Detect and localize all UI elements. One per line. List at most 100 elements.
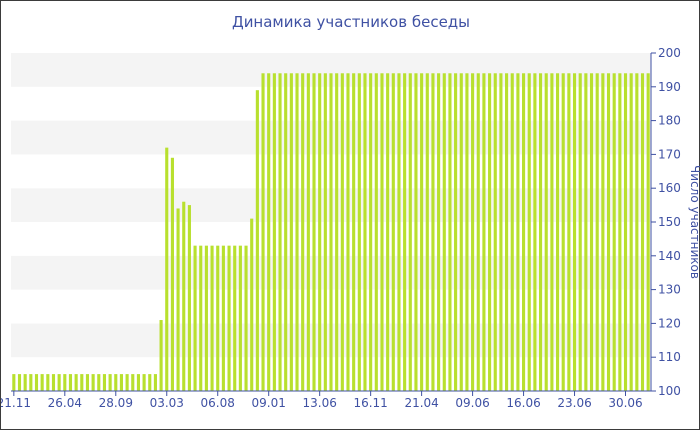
bar	[312, 73, 316, 391]
bar	[284, 73, 288, 391]
bar	[374, 73, 378, 391]
bar	[108, 374, 112, 391]
bar	[340, 73, 344, 391]
bar	[431, 73, 435, 391]
y-tick-label: 160	[658, 181, 681, 195]
x-tick-label: 28.09	[99, 396, 133, 410]
bar	[125, 374, 129, 391]
y-ticks: 100 110 120 130 140 150 160 170 180 190 200	[651, 46, 681, 398]
bar	[216, 245, 220, 391]
bar	[437, 73, 441, 391]
bar	[176, 208, 180, 391]
bar	[572, 73, 577, 391]
bar	[63, 374, 67, 391]
x-tick-label: 16.11	[353, 396, 387, 410]
y-axis-label: Число участников	[688, 165, 700, 279]
x-tick-label: 06.08	[201, 396, 235, 410]
bar	[420, 73, 424, 391]
bar	[278, 73, 282, 391]
bar	[623, 73, 628, 391]
bar	[187, 205, 191, 391]
bar	[91, 374, 95, 391]
bar	[159, 320, 163, 391]
bar	[612, 73, 616, 391]
bar	[34, 374, 39, 391]
bar	[505, 73, 509, 391]
bar	[301, 73, 305, 391]
bar	[199, 245, 203, 391]
bar	[425, 73, 429, 391]
bar	[516, 73, 520, 391]
bar	[114, 374, 118, 391]
x-tick-label: 16.06	[506, 396, 540, 410]
bar	[476, 73, 480, 391]
y-tick-label: 100	[658, 384, 681, 398]
bar	[193, 245, 197, 391]
bar	[601, 73, 605, 391]
bar	[459, 73, 463, 391]
bar	[148, 374, 152, 391]
bar	[68, 374, 73, 391]
x-tick-label: 21.11	[1, 396, 31, 410]
bar	[318, 73, 322, 391]
bar	[369, 73, 373, 391]
bar	[550, 73, 554, 391]
bar	[403, 73, 407, 391]
y-tick-label: 120	[658, 316, 681, 330]
bar	[595, 73, 599, 391]
bar	[488, 73, 492, 391]
x-ticks: 21.11 26.04 28.09 03.03 06.08 09.01 13.06 16.11…	[1, 391, 643, 410]
bar	[527, 73, 531, 391]
bar	[629, 73, 633, 391]
bar	[153, 374, 157, 391]
bar	[380, 73, 384, 391]
x-tick-label: 21.04	[404, 396, 438, 410]
bar	[499, 73, 503, 391]
y-tick-label: 140	[658, 249, 681, 263]
bar	[51, 374, 56, 391]
y-tick-label: 150	[658, 215, 681, 229]
bar	[227, 245, 231, 391]
bar	[267, 73, 271, 391]
bar	[397, 73, 401, 391]
y-tick-label: 180	[658, 114, 681, 128]
bar	[561, 73, 565, 391]
bar	[567, 73, 571, 391]
y-tick-label: 110	[658, 350, 681, 364]
bar	[12, 374, 16, 391]
x-tick-label: 26.04	[48, 396, 82, 410]
bar	[57, 374, 61, 391]
bar	[261, 73, 265, 391]
bar	[165, 147, 169, 391]
bar	[510, 73, 514, 391]
bar	[119, 374, 123, 391]
y-tick-label: 170	[658, 147, 681, 161]
bar	[74, 374, 78, 391]
bar	[578, 73, 582, 391]
bar	[493, 73, 497, 391]
bar	[352, 73, 356, 391]
bar	[102, 374, 107, 391]
bar	[555, 73, 560, 391]
bar	[408, 73, 412, 391]
y-tick-label: 200	[658, 46, 681, 60]
bar	[142, 374, 146, 391]
bar	[414, 73, 418, 391]
bar	[46, 374, 50, 391]
bar	[357, 73, 361, 391]
bar	[306, 73, 310, 391]
bar	[346, 73, 350, 391]
bar	[17, 374, 22, 391]
bar	[442, 73, 446, 391]
bar	[221, 245, 225, 391]
bar	[539, 73, 543, 391]
bar	[97, 374, 101, 391]
x-tick-label: 23.06	[557, 396, 591, 410]
bar	[618, 73, 622, 391]
bar	[40, 374, 44, 391]
bar	[289, 73, 293, 391]
x-tick-label: 03.03	[150, 396, 184, 410]
bar	[448, 73, 452, 391]
